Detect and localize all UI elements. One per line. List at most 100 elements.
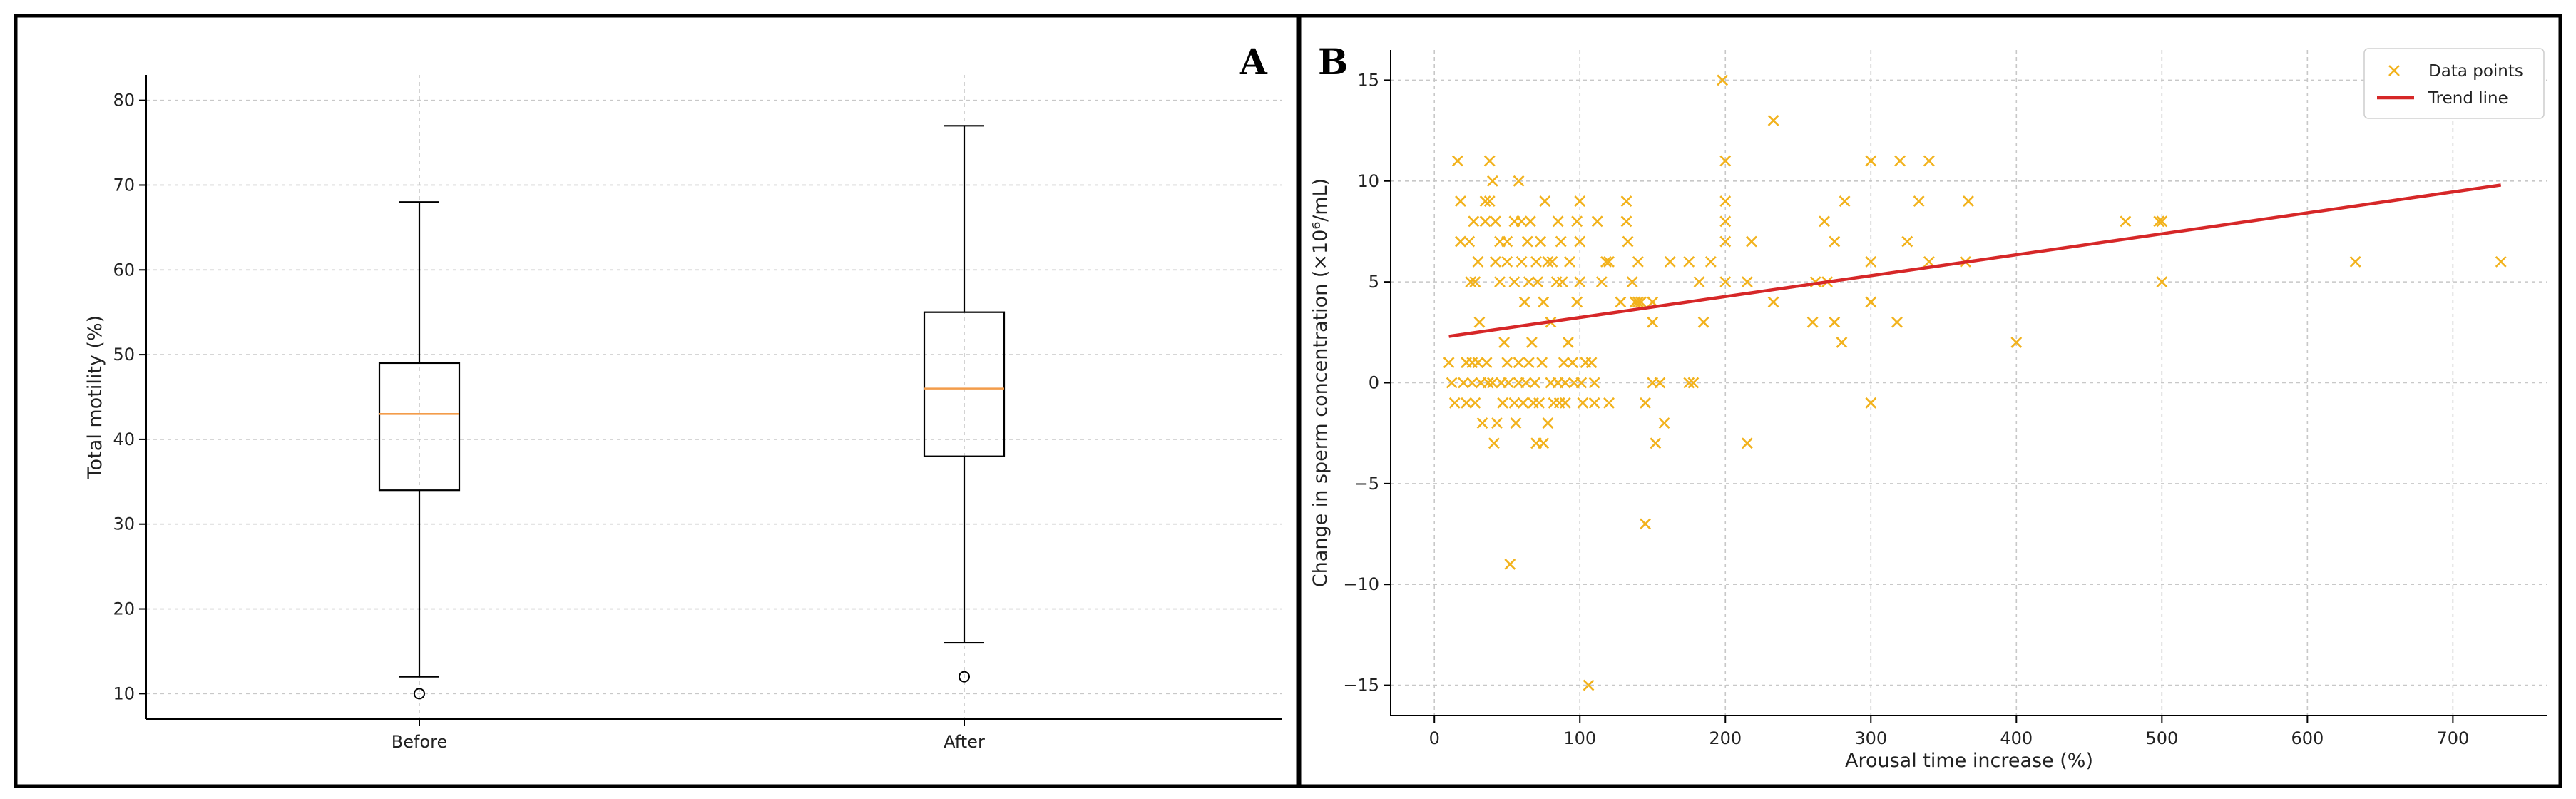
legend-data-points-label: Data points [2428, 62, 2523, 81]
data-point-marker [1626, 276, 1638, 288]
data-point-marker [1533, 397, 1545, 409]
panel-b-y-axis-title: Change in sperm concentration (×10⁶/mL) [1309, 178, 1332, 587]
panel-b-axes: 0 100 200 300 400 500 600 700 −15 −10 −5 0 5 10 15 [1343, 50, 2547, 748]
panel-a-y-tick-label: 30 [113, 514, 135, 534]
panel-b-data-points [1443, 74, 2507, 691]
data-point-marker [1767, 296, 1779, 308]
data-point-marker [2010, 337, 2023, 348]
data-point-marker [1767, 115, 1779, 126]
panel-b-x-axis-title: Arousal time increase (%) [1845, 750, 2093, 772]
data-point-marker [1501, 357, 1513, 369]
data-point-marker [1632, 296, 1644, 308]
data-point-marker [1620, 215, 1632, 228]
data-point-marker [1559, 397, 1571, 409]
data-point-marker [1559, 377, 1571, 389]
data-point-marker [1489, 255, 1501, 268]
data-point-marker [1632, 255, 1644, 268]
data-point-marker [1486, 377, 1498, 389]
data-point-marker [1448, 397, 1461, 409]
data-point-marker [1564, 255, 1575, 268]
data-point-marker [1529, 377, 1540, 389]
panel-a-x-tick-label: Before [392, 732, 447, 752]
data-point-marker [1508, 276, 1520, 288]
data-point-marker [1704, 255, 1717, 268]
data-point-marker [1865, 255, 1877, 268]
panel-a-x-tick-label: After [944, 732, 985, 752]
data-point-marker [1503, 377, 1515, 389]
data-point-marker [1497, 397, 1509, 409]
data-point-marker [1513, 357, 1525, 369]
data-point-marker [1552, 215, 1564, 228]
data-point-marker [1574, 276, 1586, 288]
data-point-marker [1717, 74, 1729, 86]
data-point-marker [1829, 235, 1841, 248]
data-point-marker [1542, 417, 1554, 429]
data-point-marker [1640, 397, 1651, 409]
data-point-marker [1741, 437, 1753, 449]
panel-a-letter: A [1239, 41, 1268, 83]
data-point-marker [1574, 195, 1586, 207]
data-point-marker [1488, 437, 1500, 449]
panel-b-y-tick-label: 0 [1369, 373, 1379, 393]
data-point-marker [1513, 175, 1525, 187]
data-point-marker [1463, 235, 1476, 248]
panel-b-x-tick-label: 600 [2291, 728, 2324, 748]
data-point-marker [1446, 377, 1458, 389]
data-point-marker [1455, 235, 1466, 248]
data-point-marker [1525, 337, 1538, 348]
data-point-marker [1521, 235, 1533, 248]
data-point-marker [1865, 296, 1877, 308]
data-point-marker [2495, 255, 2507, 268]
iqr-box [378, 362, 461, 492]
data-point-marker [1658, 417, 1670, 429]
data-point-marker [1829, 316, 1841, 328]
data-point-marker [1894, 155, 1906, 167]
panel-b-x-tick-label: 500 [2145, 728, 2178, 748]
panel-b-grid [1391, 50, 2547, 716]
panel-a-y-tick-label: 40 [113, 429, 135, 449]
panel-b-x-tick-label: 300 [1854, 728, 1887, 748]
data-point-marker [2153, 215, 2165, 228]
data-point-marker [1458, 377, 1469, 389]
data-point-marker [1558, 357, 1570, 369]
data-point-marker [1647, 316, 1659, 328]
panel-a-y-tick-label: 50 [113, 345, 135, 365]
data-point-marker [1451, 155, 1463, 167]
data-point-marker [1819, 215, 1830, 228]
data-point-marker [1741, 276, 1753, 288]
panel-a-box-after [923, 125, 1006, 683]
data-point-marker [1836, 337, 1848, 348]
data-point-marker [1683, 255, 1695, 268]
data-point-marker [1555, 235, 1567, 248]
panel-b-x-tick-label: 0 [1429, 728, 1440, 748]
data-point-marker [1443, 357, 1455, 369]
data-point-marker [1524, 215, 1536, 228]
data-point-marker [1591, 215, 1603, 228]
data-point-marker [1963, 195, 1974, 207]
data-point-marker [1532, 276, 1543, 288]
data-point-marker [1510, 417, 1522, 429]
data-point-marker [1571, 215, 1583, 228]
data-point-marker [1687, 377, 1700, 389]
data-point-marker [1469, 276, 1481, 288]
data-point-marker [1865, 155, 1877, 167]
data-point-marker [1585, 357, 1598, 369]
data-point-marker [1571, 296, 1583, 308]
data-point-marker [1746, 235, 1757, 248]
data-point-marker [1603, 397, 1615, 409]
panel-a-frame [14, 14, 1300, 788]
panel-a-y-tick-label: 80 [113, 91, 135, 111]
panel-b-x-tick-label: 100 [1563, 728, 1596, 748]
legend-box [2363, 48, 2545, 119]
data-point-marker [1923, 155, 1935, 167]
panel-a-boxplot: 10 20 30 40 50 60 70 80 Before After Total motili… [84, 41, 1282, 752]
data-point-marker [1719, 155, 1732, 167]
panel-b-scatter: 0 100 200 300 400 500 600 700 −15 −10 −5 0 5 10 15 Aro… [1309, 41, 2547, 772]
data-point-marker [1693, 276, 1705, 288]
panel-a-y-tick-label: 20 [113, 599, 135, 619]
data-point-marker [1556, 276, 1568, 288]
panel-a-y-tick-label: 10 [113, 683, 135, 703]
data-point-marker [1654, 377, 1666, 389]
panel-b-y-tick-label: 10 [1357, 171, 1379, 191]
